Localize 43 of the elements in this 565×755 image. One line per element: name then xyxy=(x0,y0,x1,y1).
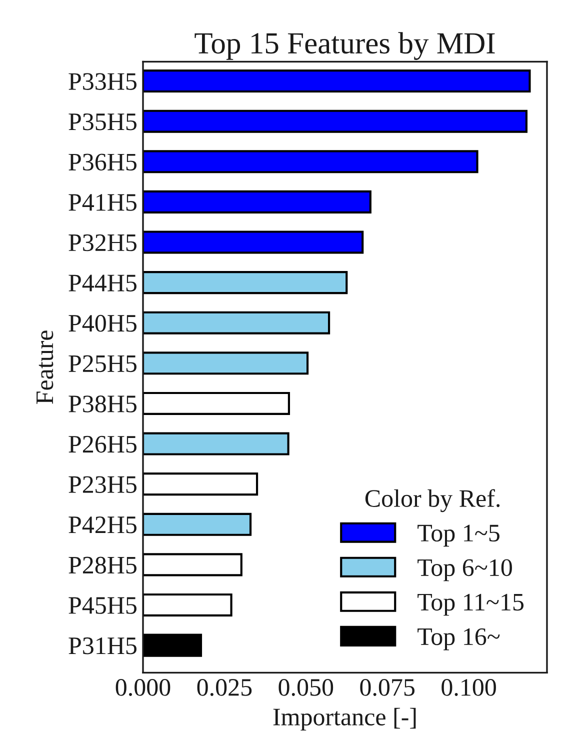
y-tick-label: P36H5 xyxy=(68,154,136,171)
legend-label: Top 1~5 xyxy=(418,524,500,547)
y-tick-label: P41H5 xyxy=(68,194,136,211)
bar xyxy=(143,150,478,174)
legend-label: Top 6~10 xyxy=(418,559,512,582)
legend-label: Top 11~15 xyxy=(418,594,524,616)
y-axis-title: Feature xyxy=(36,330,54,404)
y-tick-label: P38H5 xyxy=(68,396,136,412)
y-tick-label: P35H5 xyxy=(68,113,136,130)
x-tick-label: 0.075 xyxy=(360,678,414,696)
y-tick-label: P25H5 xyxy=(68,355,136,372)
bar xyxy=(143,352,309,375)
bar xyxy=(143,634,202,657)
x-axis-title: Importance [-] xyxy=(273,708,416,731)
bar xyxy=(143,271,348,294)
bar xyxy=(143,472,258,496)
bar xyxy=(143,311,330,334)
bar xyxy=(143,392,290,415)
chart-title: Top 15 Features by MDI xyxy=(194,32,495,60)
y-tick-label: P31H5 xyxy=(68,637,136,654)
y-tick-label: P40H5 xyxy=(68,314,136,332)
bar xyxy=(143,70,531,93)
y-tick-label: P26H5 xyxy=(68,436,136,453)
bar xyxy=(143,553,242,576)
y-tick-label: P45H5 xyxy=(68,597,136,614)
x-tick-label: 0.050 xyxy=(278,678,334,696)
bar xyxy=(143,512,252,536)
y-tick-label: P33H5 xyxy=(68,73,136,90)
bar xyxy=(143,593,232,617)
bar xyxy=(143,432,290,456)
y-tick-label: P32H5 xyxy=(68,234,136,252)
y-tick-label: P42H5 xyxy=(68,516,136,534)
y-tick-label: P28H5 xyxy=(68,556,136,574)
y-tick-label: P23H5 xyxy=(68,476,136,493)
legend-label: Top 16~ xyxy=(418,628,500,650)
y-tick-label: P44H5 xyxy=(68,274,136,292)
bar xyxy=(143,110,528,133)
x-tick-label: 0.100 xyxy=(442,678,496,696)
bar xyxy=(143,230,364,254)
x-tick-label: 0.025 xyxy=(197,678,252,696)
bar xyxy=(143,190,372,214)
x-tick-label: 0.000 xyxy=(116,678,170,696)
legend-title: Color by Ref. xyxy=(365,489,500,512)
